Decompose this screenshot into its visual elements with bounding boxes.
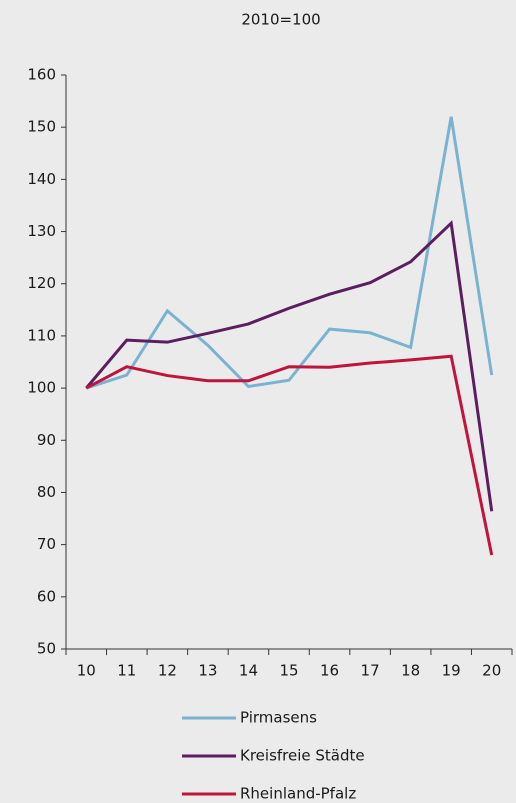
y-tick-label: 100 [27, 379, 56, 397]
legend-label: Pirmasens [240, 709, 317, 727]
x-tick-label: 11 [117, 662, 136, 680]
x-tick-label: 12 [158, 662, 177, 680]
legend-label: Rheinland-Pfalz [240, 785, 356, 800]
series-line [85, 354, 494, 556]
y-tick-label: 110 [27, 326, 56, 344]
x-tick-label: 15 [279, 662, 298, 680]
y-tick-label: 50 [37, 640, 56, 658]
series-line [85, 220, 494, 512]
y-tick-label: 120 [27, 274, 56, 292]
x-tick-label: 19 [442, 662, 461, 680]
y-tick-label: 60 [37, 587, 56, 605]
y-tick-label: 150 [27, 118, 56, 136]
x-tick-label: 18 [401, 662, 420, 680]
x-tick-label: 20 [482, 662, 501, 680]
y-tick-label: 70 [37, 535, 56, 553]
x-tick-label: 17 [361, 662, 380, 680]
x-tick-label: 14 [239, 662, 258, 680]
y-tick-label: 160 [27, 66, 56, 84]
series-line [85, 116, 494, 390]
legend-label: Kreisfreie Städte [240, 747, 365, 765]
y-tick-label: 140 [27, 170, 56, 188]
x-tick-label: 16 [320, 662, 339, 680]
y-tick-label: 80 [37, 483, 56, 501]
x-tick-label: 10 [77, 662, 96, 680]
chart-title: 2010=100 [241, 11, 320, 29]
x-tick-label: 13 [198, 662, 217, 680]
y-tick-label: 90 [37, 431, 56, 449]
y-tick-label: 130 [27, 222, 56, 240]
